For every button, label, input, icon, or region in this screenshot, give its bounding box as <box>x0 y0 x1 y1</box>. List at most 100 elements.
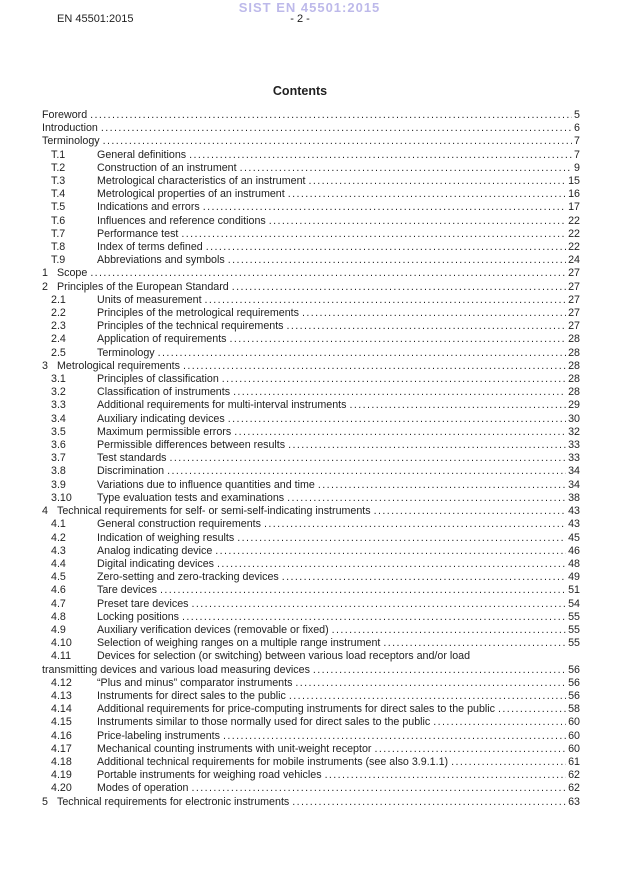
toc-entry-continuation: transmitting devices and various load me… <box>42 664 580 677</box>
toc-entry-title: Price-labeling instruments <box>97 729 220 742</box>
toc-entry-title: Metrological properties of an instrument <box>97 188 285 201</box>
toc-entry: 4.9 Auxiliary verification devices (remo… <box>42 624 580 637</box>
toc-dot-leader: ........................................… <box>263 518 567 531</box>
toc-entry-title: Principles of the technical requirements <box>97 320 284 333</box>
toc-entry-title: Discrimination <box>97 465 165 478</box>
toc-entry-number: 4.1 <box>51 518 66 531</box>
toc-dot-leader: ........................................… <box>308 175 567 188</box>
toc-entry: 4.19 Portable instruments for weighing r… <box>42 769 580 782</box>
toc-entry: 3.4 Auxiliary indicating devices .......… <box>42 413 580 426</box>
toc-entry-title: Locking positions <box>97 610 179 623</box>
toc-entry-number: 2 <box>42 280 48 293</box>
toc-entry-number: 4.20 <box>51 782 72 795</box>
toc-entry-number: 3.9 <box>51 478 66 491</box>
toc-entry-title: Construction of an instrument <box>97 161 237 174</box>
toc-page-number: 54 <box>568 597 580 610</box>
toc-entry: 4.14 Additional requirements for price-c… <box>42 703 580 716</box>
toc-entry: T.7 Performance test ...................… <box>42 228 580 241</box>
toc-entry-number: 2.2 <box>51 307 66 320</box>
toc-dot-leader: ........................................… <box>191 782 567 795</box>
toc-page-number: 56 <box>568 663 580 676</box>
toc-entry-number: 3.10 <box>51 491 72 504</box>
toc-dot-leader: ........................................… <box>233 386 566 399</box>
toc-page-number: 28 <box>568 333 580 346</box>
toc-page-number: 7 <box>574 135 580 148</box>
toc-entry-number: 4.15 <box>51 716 72 729</box>
toc-entry: T.4 Metrological properties of an instru… <box>42 188 580 201</box>
toc-entry-title: Mechanical counting instruments with uni… <box>97 742 372 755</box>
toc-entry-title: Principles of the metrological requireme… <box>97 307 299 320</box>
toc-dot-leader: ........................................… <box>288 689 566 702</box>
toc-page-number: 5 <box>574 109 580 121</box>
toc-entry-number: 2.5 <box>51 346 66 359</box>
toc-entry-number: 4.8 <box>51 610 66 623</box>
toc-entry: 4.8 Locking positions ..................… <box>42 611 580 624</box>
toc-entry-number: 2.4 <box>51 333 66 346</box>
toc-entry-number: 4.9 <box>51 623 66 636</box>
toc-dot-leader: ........................................… <box>191 597 566 610</box>
toc-entry: 4.10 Selection of weighing ranges on a m… <box>42 637 580 650</box>
toc-dot-leader: ........................................… <box>169 452 567 465</box>
toc-entry-number: T.5 <box>51 201 66 214</box>
toc-page-number: 45 <box>568 531 580 544</box>
toc-entry-title: Indication of weighing results <box>97 531 235 544</box>
toc-dot-leader: ........................................… <box>205 241 566 254</box>
toc-dot-leader: ........................................… <box>90 109 573 121</box>
toc-dot-leader: ........................................… <box>451 755 567 768</box>
toc-page-number: 46 <box>568 544 580 557</box>
toc-entry-number: 3 <box>42 359 48 372</box>
toc-dot-leader: ........................................… <box>383 637 566 650</box>
toc-entry: 2.3 Principles of the technical requirem… <box>42 320 580 333</box>
toc-entry-number: 4.12 <box>51 676 72 689</box>
toc-entry-number: 3.5 <box>51 425 66 438</box>
toc-entry-title: Digital indicating devices <box>97 557 215 570</box>
toc-entry-number: T.7 <box>51 227 66 240</box>
toc-entry: 3.1 Principles of classification .......… <box>42 373 580 386</box>
toc-entry-number: 4.10 <box>51 637 72 650</box>
toc-entry-title: Analog indicating device <box>97 544 213 557</box>
toc-entry-title: Classification of instruments <box>97 386 231 399</box>
toc-page-number: 28 <box>568 359 580 372</box>
toc-entry-title: Auxiliary indicating devices <box>97 412 225 425</box>
toc-entry-title: Terminology <box>97 346 155 359</box>
toc-entry-title: Zero-setting and zero-tracking devices <box>97 571 279 584</box>
toc-entry-title: General construction requirements <box>97 518 261 531</box>
toc-dot-leader: ........................................… <box>234 425 567 438</box>
toc-page-number: 55 <box>568 623 580 636</box>
toc-dot-leader: ........................................… <box>349 399 566 412</box>
toc-entry-title: Terminology <box>42 135 100 148</box>
toc-entry-title: Principles of the European Standard <box>57 280 229 293</box>
toc-entry: 3.5 Maximum permissible errors .........… <box>42 426 580 439</box>
toc-entry-title: Metrological requirements <box>57 359 180 372</box>
toc-page-number: 48 <box>568 557 580 570</box>
toc-entry-title: “Plus and minus” comparator instruments <box>97 676 293 689</box>
toc-entry-title: transmitting devices and various load me… <box>42 663 310 676</box>
toc-entry-number: 3.1 <box>51 373 66 386</box>
toc-entry: 4.16 Price-labeling instruments ........… <box>42 730 580 743</box>
toc-dot-leader: ........................................… <box>374 742 566 755</box>
toc-entry-title: Metrological characteristics of an instr… <box>97 175 306 188</box>
toc-entry: 3.7 Test standards .....................… <box>42 452 580 465</box>
toc-page-number: 61 <box>568 755 580 768</box>
toc-entry: T.1 General definitions ................… <box>42 149 580 162</box>
toc-entry-title: Indications and errors <box>97 201 200 214</box>
toc-entry: 1 Scope ................................… <box>42 267 580 280</box>
toc-dot-leader: ........................................… <box>324 769 567 782</box>
toc-dot-leader: ........................................… <box>301 307 566 320</box>
toc-entry: 4.3 Analog indicating device ...........… <box>42 545 580 558</box>
toc-entry: 4.11 Devices for selection (or switching… <box>42 650 580 663</box>
toc-entry: 4.2 Indication of weighing results .....… <box>42 532 580 545</box>
toc-dot-leader: ........................................… <box>157 346 566 359</box>
toc-page-number: 27 <box>568 293 580 306</box>
toc-entry: 3.3 Additional requirements for multi-in… <box>42 399 580 412</box>
toc-page-number: 27 <box>568 267 580 280</box>
toc-entry-title: Instruments similar to those normally us… <box>97 716 431 729</box>
toc-entry-title: Instruments for direct sales to the publ… <box>97 689 286 702</box>
toc-dot-leader: ........................................… <box>287 188 566 201</box>
toc-page-number: 55 <box>568 610 580 623</box>
toc-entry-title: Performance test <box>97 227 179 240</box>
toc-dot-leader: ........................................… <box>90 267 567 280</box>
toc-entry: 2.1 Units of measurement ...............… <box>42 294 580 307</box>
toc-entry: T.5 Indications and errors .............… <box>42 201 580 214</box>
sist-watermark: SIST EN 45501:2015 <box>238 0 381 15</box>
